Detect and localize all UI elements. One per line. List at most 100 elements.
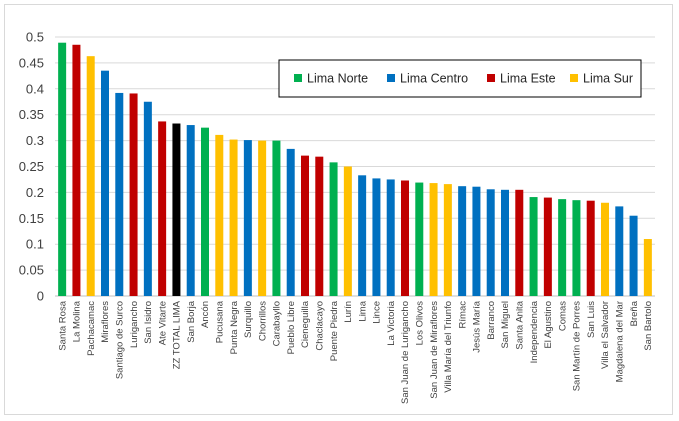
y-tick-label: 0.5 [26,30,44,45]
y-tick-label: 0.2 [26,185,44,200]
category-label: Santa Anita [514,300,525,349]
category-label: San Bartolo [643,301,654,351]
bar-rimac [458,186,467,296]
y-tick-label: 0.3 [26,133,44,148]
legend: Lima Norte Lima Centro Lima Este Lima Sur [278,59,642,98]
bar-santa-anita [515,189,524,296]
category-label: Ate Vitarte [157,301,168,345]
bar-el-agustino [543,197,552,296]
bar-pachacamac [86,56,95,296]
bar-san-juan-de-lurigancho [401,180,409,296]
bar-lima [358,175,367,296]
category-label: San Martín de Porres [572,301,583,392]
category-label: Carabayllo [272,301,283,346]
bar-la-victoria [386,179,395,296]
bar-independencia [529,197,538,296]
category-label: San Isidro [143,301,154,344]
legend-box [278,59,642,98]
category-label: Punta Negra [229,300,240,354]
bar-zz-total-lima [172,123,181,296]
bar-santiago-de-surco [115,92,124,296]
category-label: Lurín [343,301,354,323]
category-label: Chorrillos [257,301,268,341]
category-label: San Borja [186,300,197,342]
category-label: San Luis [586,301,597,338]
bar-san-isidro [143,101,152,296]
category-label: Puente Piedra [329,300,340,361]
category-label: Pucusana [214,300,225,343]
bar-lurigancho [129,93,138,297]
bar-miraflores [101,70,109,296]
y-tick-label: 0.4 [26,81,44,96]
category-label: Villa María del Triunfo [443,301,454,393]
category-label: Lurigancho [129,301,140,348]
y-tick-label: 0.1 [26,237,44,252]
category-label: Lima [357,300,368,321]
category-label: El Agustino [543,301,554,349]
bar-chorrillos [258,140,267,296]
category-label: San Juan de Miraflores [429,301,440,399]
bar-ancon [201,127,209,297]
category-label: ZZ TOTAL LIMA [172,300,183,369]
legend-label-lima-norte: Lima Norte [307,72,368,86]
y-axis-tick-labels: 0 0.05 0.1 0.15 0.2 0.25 0.3 0.35 0.4 0.45 0.5 [19,30,44,304]
category-label: Pachacamac [86,301,97,356]
bar-san-miguel [501,189,509,296]
bar-ate-vitarte [158,121,167,297]
category-label: La Victoria [386,300,397,345]
category-label: Jesús María [472,300,483,352]
bar-puente-piedra [329,162,338,296]
y-tick-label: 0.25 [19,159,44,174]
legend-swatch-lima-sur [570,74,578,82]
category-label: Independencia [529,300,540,363]
bar-comas [558,199,567,296]
bar-carabayllo [272,140,281,296]
bar-san-juan-de-miraflores [429,183,438,296]
legend-label-lima-este: Lima Este [500,72,556,86]
bar-lince [372,178,381,296]
bar-brena [629,215,638,296]
bar-san-bartolo [643,239,652,296]
bar-la-molina [72,44,81,296]
bar-san-martin-de-porres [572,200,581,296]
category-label: Breña [629,300,640,326]
legend-swatch-lima-este [487,74,495,82]
category-label: Surquillo [243,301,254,338]
bar-magdalena-del-mar [615,206,624,296]
y-tick-label: 0.35 [19,107,44,122]
y-tick-label: 0.15 [19,211,44,226]
bar-chaclacayo [315,156,324,296]
y-tick-label: 0.45 [19,55,44,70]
category-label: Ancón [200,301,211,328]
bar-cieneguilla [301,155,309,296]
category-label: Miraflores [100,301,111,343]
category-label: Chaclacayo [314,301,325,351]
legend-label-lima-centro: Lima Centro [400,72,468,86]
bar-jesus-maria [472,186,481,296]
y-tick-label: 0.05 [19,263,44,278]
category-label: La Molina [72,300,83,342]
category-label: Lince [372,301,383,324]
category-label: San Juan de Lurigancho [400,301,411,404]
bar-pucusana [215,134,224,296]
category-label: Magdalena del Mar [614,301,625,382]
y-tick-label: 0 [37,289,44,304]
legend-swatch-lima-centro [387,74,395,82]
legend-label-lima-sur: Lima Sur [583,72,633,86]
category-label: Barranco [486,301,497,340]
category-label: San Miguel [500,301,511,349]
category-label: Villa el Salvador [600,301,611,369]
bars [58,42,652,297]
category-label: Comas [557,301,568,331]
bar-punta-negra [229,139,238,296]
bar-los-olivos [415,182,424,296]
legend-swatch-lima-norte [294,74,302,82]
bar-san-borja [186,125,195,296]
bar-lurin [343,166,352,296]
bar-pueblo-libre [286,148,295,296]
category-label: Cieneguilla [300,300,311,348]
category-label: Los Olivos [414,301,425,346]
bar-villa-maria-del-triunfo [443,184,452,296]
category-label: Santa Rosa [57,300,68,350]
